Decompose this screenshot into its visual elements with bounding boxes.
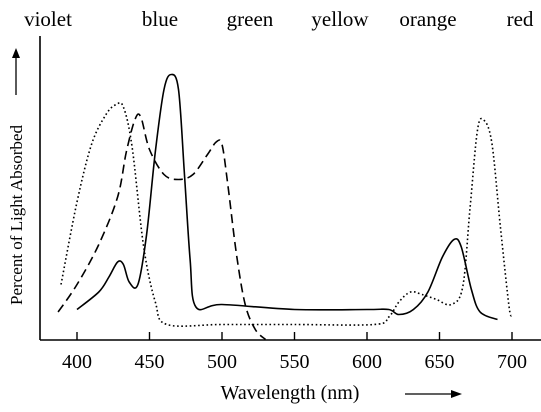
x-tick-label: 450 [135,351,165,373]
y-axis: Percent of Light Absorbed [7,48,26,305]
x-tick-label: 550 [280,351,310,373]
color-label-violet: violet [24,7,72,31]
color-label-yellow: yellow [311,7,369,31]
color-label-orange: orange [399,7,456,31]
curve-dashed [57,113,267,341]
x-tick-label: 500 [207,351,237,373]
x-tick-label: 700 [497,351,527,373]
color-band-labels: violet blue green yellow orange red [24,7,534,31]
curve-dotted [60,101,513,327]
plot-frame [39,36,541,341]
x-axis-arrow [405,390,462,398]
color-label-green: green [227,7,274,31]
x-tick-label: 600 [352,351,382,373]
x-axis-ticks: 400 450 500 550 600 650 700 [62,332,527,373]
y-axis-label: Percent of Light Absorbed [7,125,26,305]
color-label-red: red [507,7,534,31]
x-axis-title-group: Wavelength (nm) [221,382,462,404]
x-tick-label: 400 [62,351,92,373]
y-axis-arrow [12,48,20,95]
color-label-blue: blue [142,7,178,31]
x-tick-label: 650 [425,351,455,373]
curve-solid [76,73,498,321]
absorption-curves [57,73,513,341]
x-axis-label: Wavelength (nm) [221,382,360,404]
